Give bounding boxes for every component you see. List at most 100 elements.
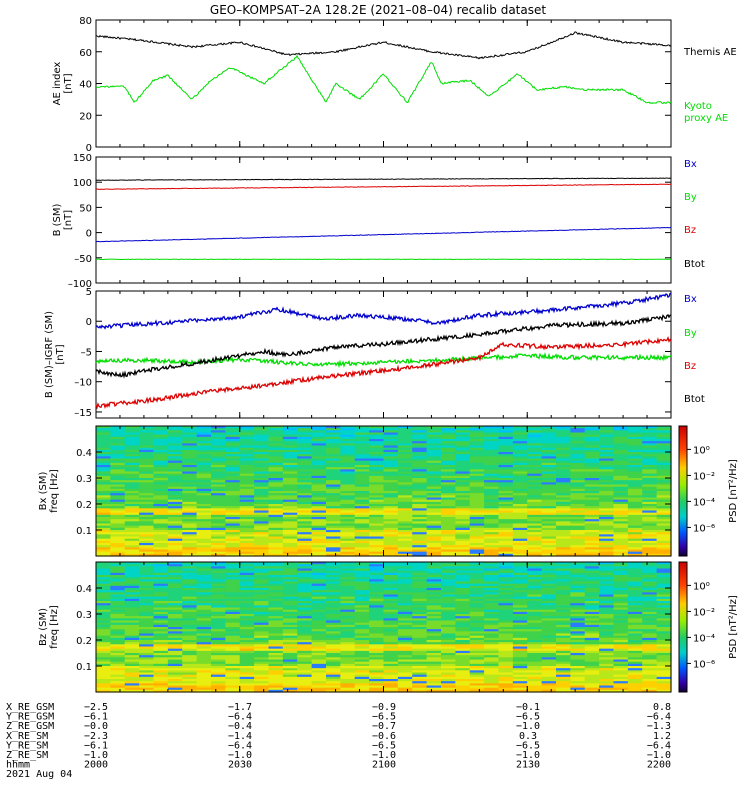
spectrogram-cell — [211, 545, 226, 548]
spectrogram-cell — [397, 439, 413, 442]
spectrogram-cell — [96, 482, 111, 486]
spectrogram-cell — [383, 532, 399, 535]
spectrogram-cell — [182, 661, 198, 665]
spectrogram-cell — [397, 447, 413, 451]
spectrogram-cell — [153, 527, 169, 531]
spectrogram-cell — [124, 467, 140, 470]
spectrogram-cell — [110, 568, 126, 572]
spectrogram-cell — [369, 687, 385, 691]
spectrogram-cell — [570, 618, 586, 622]
spectrogram-cell — [599, 508, 615, 512]
spectrogram-cell — [541, 642, 557, 645]
spectrogram-cell — [326, 577, 341, 580]
spectrogram-cell — [584, 583, 600, 587]
spectrogram-cell — [527, 458, 543, 462]
spectrogram-cell — [369, 439, 385, 442]
spectrogram-cell — [484, 482, 500, 486]
spectrogram-cell — [239, 521, 255, 525]
spectrogram-cell — [196, 648, 212, 652]
spectrogram-cell — [139, 430, 155, 434]
spectrogram-cell — [397, 635, 413, 639]
spectrogram-cell — [110, 467, 126, 470]
spectrogram-cell — [469, 495, 485, 499]
spectrogram-cell — [599, 614, 615, 617]
spectrogram-cell — [297, 627, 313, 630]
spectrogram-cell — [484, 434, 500, 438]
spectrogram-cell — [211, 648, 226, 652]
spectrogram-cell — [354, 480, 370, 483]
spectrogram-cell — [613, 480, 629, 483]
spectrogram-cell — [412, 646, 428, 650]
spectrogram-cell — [268, 679, 284, 682]
spectrogram-cell — [268, 592, 284, 596]
spectrogram-cell — [124, 443, 140, 447]
spectrogram-cell — [441, 536, 456, 540]
colorbar-tick-label: 10⁻⁶ — [693, 523, 715, 534]
spectrogram-cell — [512, 454, 528, 457]
spectrogram-cell — [297, 683, 313, 687]
spectrogram-cell — [139, 538, 155, 542]
spectrogram-cell — [211, 605, 226, 609]
spectrogram-cell — [124, 577, 140, 580]
spectrogram-cell — [211, 473, 226, 477]
spectrogram-cell — [96, 592, 111, 596]
spectrogram-cell — [369, 585, 385, 589]
spectrogram-cell — [96, 601, 111, 604]
spectrogram-cell — [383, 491, 399, 494]
spectrogram-cell — [541, 501, 557, 505]
spectrogram-cell — [369, 480, 385, 483]
spectrogram-cell — [570, 611, 586, 615]
spectrogram-cell — [541, 488, 557, 492]
spectrogram-cell — [426, 491, 442, 494]
spectrogram-cell — [196, 663, 212, 667]
spectrogram-cell — [354, 572, 370, 576]
spectrogram-cell — [354, 616, 370, 619]
spectrogram-cell — [139, 570, 155, 574]
spectrogram-cell — [584, 432, 600, 436]
spectrogram-cell — [627, 594, 643, 598]
spectrogram-cell — [354, 670, 370, 674]
spectrogram-cell — [326, 592, 341, 596]
spectrogram-cell — [340, 648, 356, 652]
spectrogram-cell — [354, 497, 370, 501]
spectrogram-cell — [498, 657, 514, 661]
spectrogram-cell — [96, 445, 111, 449]
spectrogram-cell — [642, 538, 658, 542]
spectrogram-cell — [556, 484, 571, 488]
spectrogram-cell — [584, 622, 600, 626]
spectrogram-cell — [556, 575, 571, 578]
spectrogram-cell — [326, 618, 341, 622]
spectrogram-cell — [254, 547, 270, 551]
spectrogram-cell — [484, 447, 500, 451]
spectrogram-cell — [254, 456, 270, 460]
spectrogram-cell — [297, 670, 313, 674]
spectrogram-cell — [182, 687, 198, 691]
spectrogram-cell — [167, 590, 183, 593]
spectrogram-cell — [498, 666, 514, 669]
spectrogram-cell — [455, 497, 471, 501]
spectrogram-cell — [599, 583, 615, 587]
legend-entry: Themis AE — [683, 47, 737, 58]
spectrogram-cell — [182, 566, 198, 570]
spectrogram-cell — [527, 670, 543, 674]
spectrogram-cell — [599, 640, 615, 643]
spectrogram-cell — [211, 674, 226, 678]
spectrogram-cell — [282, 622, 298, 626]
spectrogram-cell — [512, 508, 528, 512]
spectrogram-cell — [383, 434, 399, 438]
spectrogram-cell — [527, 445, 543, 449]
spectrogram-cell — [340, 631, 356, 635]
spectrogram-cell — [139, 562, 155, 565]
spectrogram-cell — [124, 659, 140, 663]
spectrogram-cell — [110, 514, 126, 518]
spectrogram-cell — [326, 465, 341, 468]
spectrogram-cell — [326, 614, 341, 617]
spectrogram-cell — [96, 603, 111, 606]
spectrogram-cell — [239, 572, 255, 576]
spectrogram-cell — [656, 430, 672, 434]
spectrogram-cell — [498, 668, 514, 671]
spectrogram-cell — [541, 456, 557, 460]
spectrogram-cell — [584, 601, 600, 604]
spectrogram-cell — [340, 689, 356, 693]
